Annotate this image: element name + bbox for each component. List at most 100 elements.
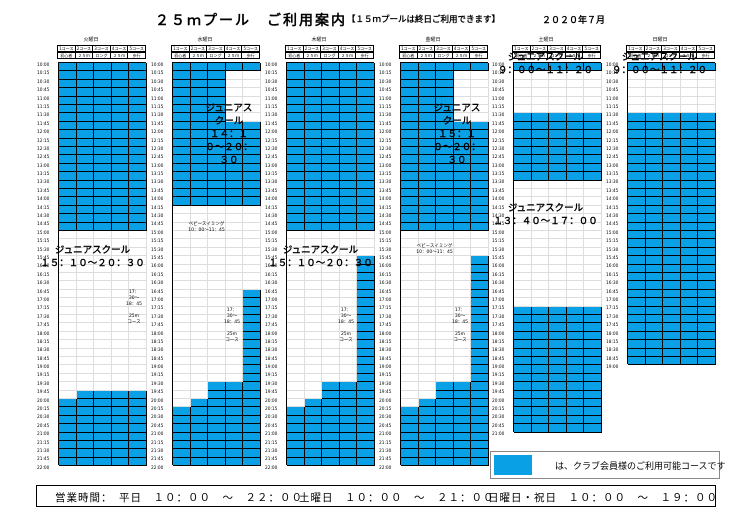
available-slot [663,172,681,181]
available-slot [94,457,112,467]
available-slot [287,105,305,114]
time-label: 21:45 [151,457,164,463]
unavailable-slot [549,289,567,299]
time-label: 15:45 [379,255,392,261]
time-label: 19:30 [37,381,50,387]
time-label: 13:30 [37,180,50,186]
unavailable-slot [190,323,209,332]
available-slot [663,323,681,332]
unavailable-slot [225,273,244,282]
available-slot [225,130,244,139]
available-slot [59,96,77,105]
available-slot [357,63,375,72]
unavailable-slot [584,264,602,273]
available-slot [401,407,419,416]
time-label: 18:15 [265,339,278,345]
time-label: 20:30 [151,415,164,421]
available-slot [401,424,419,433]
available-slot [94,390,112,399]
time-label: 11:45 [606,121,619,127]
unavailable-slot [76,348,95,357]
available-slot [76,407,95,416]
time-label: 12:15 [265,138,278,144]
available-slot [94,399,112,408]
available-slot [111,407,130,416]
unavailable-slot [59,365,77,374]
available-slot [59,138,77,147]
time-label: 13:30 [492,180,505,186]
available-slot [111,155,130,164]
time-label: 11:45 [492,121,505,127]
unavailable-slot [59,247,77,257]
available-slot [663,205,681,215]
unavailable-slot [304,382,323,391]
available-slot [357,155,375,164]
unavailable-slot [304,390,323,399]
available-slot [322,71,340,80]
unavailable-slot [111,264,130,273]
course-header: 1コース [171,45,190,52]
unavailable-slot [94,331,112,341]
available-slot [531,306,550,315]
unavailable-slot [566,273,585,282]
unavailable-slot [531,281,550,290]
unavailable-slot [436,331,454,341]
available-slot [471,340,489,349]
available-slot [243,189,261,198]
available-slot [645,138,664,147]
time-label: 11:15 [379,104,392,110]
available-slot [129,189,147,198]
available-slot [698,63,716,72]
available-slot [94,155,112,164]
course-type: ロング [434,52,453,59]
available-slot [304,138,323,147]
unavailable-slot [243,71,261,80]
course-type: 歩行 [355,52,374,59]
available-slot [514,121,532,131]
available-slot [322,399,340,408]
course-type: ２５ｍ [302,52,322,59]
available-slot [304,407,323,416]
available-slot [698,256,716,265]
available-slot [418,88,437,97]
available-slot [59,399,77,408]
time-label: 20:45 [37,423,50,429]
unavailable-slot [173,247,191,257]
available-slot [680,214,699,223]
available-slot [628,138,646,147]
unavailable-slot [208,331,226,341]
available-slot [584,407,602,416]
available-slot [471,138,489,147]
unavailable-slot [514,88,532,97]
time-label: 18:30 [492,348,505,354]
unavailable-slot [322,239,340,248]
available-slot [94,138,112,147]
available-slot [680,281,699,290]
time-label: 12:00 [265,130,278,136]
available-slot [453,407,472,416]
course-header-row: 1コース 2コース 3コース 4コース 5コース [512,45,601,52]
available-slot [566,382,585,391]
available-slot [514,348,532,357]
available-slot [663,130,681,139]
unavailable-slot [173,365,191,374]
unavailable-slot [129,306,147,315]
unavailable-slot [225,231,244,240]
time-column: 10:00 10:15 10:30 10:45 11:00 11:15 11:30 11:45… [491,62,511,440]
available-slot [584,155,602,164]
available-slot [549,373,567,383]
available-slot [304,71,323,80]
unavailable-slot [566,180,585,189]
time-label: 14:15 [37,205,50,211]
available-slot [698,222,716,231]
unavailable-slot [129,231,147,240]
unavailable-slot [531,71,550,80]
available-slot [680,323,699,332]
available-slot [549,130,567,139]
school-label: ジュニアスクール ９：００〜１１：２０ [611,52,707,76]
available-slot [584,365,602,374]
unavailable-slot [549,180,567,189]
available-slot [418,105,437,114]
available-slot [322,138,340,147]
unavailable-slot [514,105,532,114]
